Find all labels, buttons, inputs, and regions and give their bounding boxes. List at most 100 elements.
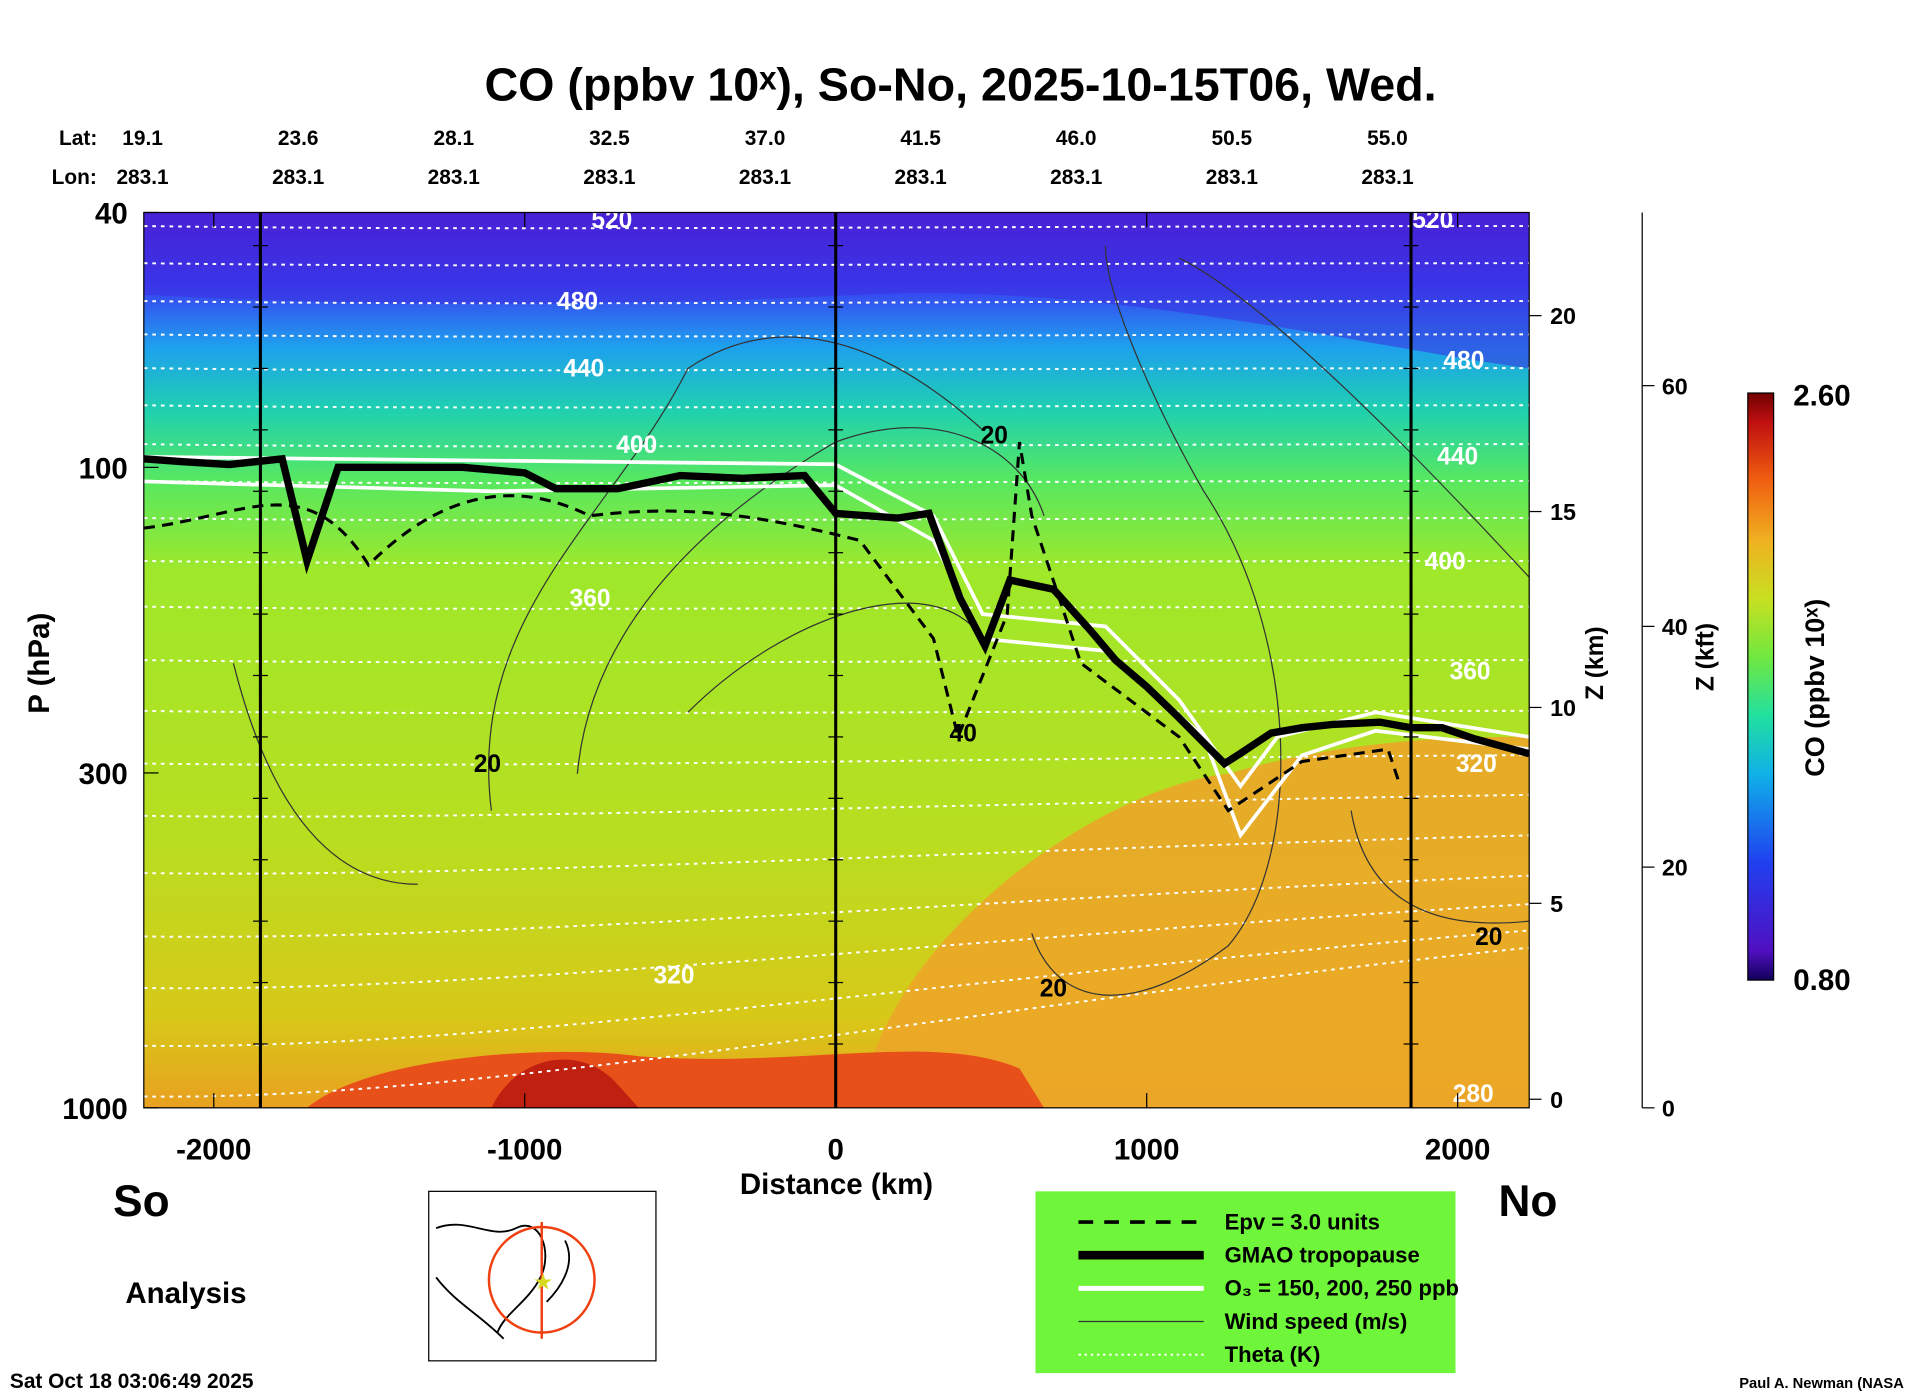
section-vertical-lines: [253, 212, 1419, 1108]
zkm-tick-label: 5: [1550, 891, 1563, 917]
co-field-orange-region: [859, 736, 1530, 1108]
map-center-star-icon: ★: [534, 1271, 552, 1293]
theta-contour: [143, 367, 1530, 372]
zkm-tick-label: 20: [1550, 303, 1576, 329]
wind-contour: [232, 663, 418, 885]
lat-value: 41.5: [900, 127, 941, 150]
chart-title: CO (ppbv 10ˣ), So-No, 2025-10-15T06, Wed…: [484, 59, 1436, 111]
gmao-tropopause-line: [143, 454, 1530, 769]
theta-contour: [143, 946, 1530, 1098]
theta-contour: [143, 793, 1530, 818]
lat-value: 37.0: [745, 127, 786, 150]
theta-contour: [143, 517, 1530, 522]
colorbar: [1747, 392, 1775, 981]
theta-label: 440: [1437, 444, 1478, 471]
zkft-tick-label: 60: [1662, 373, 1688, 399]
theta-contour: [143, 754, 1530, 766]
theta-label: 520: [591, 207, 632, 234]
theta-label: 320: [654, 962, 695, 989]
lon-value: 283.1: [1050, 166, 1103, 189]
epv-contour: [143, 441, 1402, 813]
locator-map: ★: [428, 1190, 657, 1362]
y-tick-label: 100: [79, 452, 128, 485]
theta-contours: [143, 225, 1530, 1098]
theta-contour: [143, 929, 1530, 1047]
theta-contour: [143, 404, 1530, 409]
theta-label: 400: [616, 432, 657, 459]
plot-area: 520480440400360320520480440400360320280 …: [143, 207, 1530, 1108]
co-field-surface-darkred: [491, 1059, 639, 1108]
legend-item-wind: Wind speed (m/s): [1225, 1309, 1408, 1334]
lon-value: 283.1: [583, 166, 636, 189]
north-label: No: [1498, 1177, 1557, 1226]
legend-item-epv: Epv = 3.0 units: [1225, 1209, 1380, 1234]
zkm-tick-label: 0: [1550, 1087, 1563, 1113]
wind-speed-label: 40: [950, 721, 977, 748]
theta-contour: [143, 479, 1530, 485]
x-tick-label: -2000: [176, 1133, 251, 1166]
lat-label: Lat:: [59, 127, 97, 150]
timestamp: Sat Oct 18 03:06:49 2025: [10, 1370, 254, 1393]
legend-item-theta: Theta (K): [1225, 1342, 1321, 1367]
lon-value: 283.1: [1361, 166, 1414, 189]
lat-value: 32.5: [589, 127, 630, 150]
legend-item-ozone: O₃ = 150, 200, 250 ppb: [1225, 1276, 1459, 1301]
zkft-tick-label: 40: [1662, 614, 1688, 640]
colorbar-label: CO (ppbv 10ˣ): [1800, 599, 1830, 777]
theta-contour: [143, 834, 1530, 875]
zkft-tick-label: 0: [1662, 1095, 1675, 1121]
lon-value: 283.1: [116, 166, 169, 189]
legend: Epv = 3.0 units GMAO tropopause O₃ = 150…: [1035, 1191, 1459, 1374]
legend-item-tropopause: GMAO tropopause: [1225, 1243, 1420, 1268]
lon-value: 283.1: [1206, 166, 1259, 189]
zkft-tick-label: 20: [1662, 855, 1688, 881]
lat-value: 46.0: [1056, 127, 1097, 150]
theta-label: 400: [1425, 549, 1466, 576]
theta-contour: [143, 262, 1530, 267]
wind-speed-label: 20: [981, 423, 1008, 450]
wind-speed-label: 20: [1040, 976, 1067, 1003]
x-tick-label: 0: [828, 1133, 844, 1166]
y-tick-label: 40: [95, 198, 128, 231]
lon-value: 283.1: [895, 166, 948, 189]
theta-labels: 520 480 440 400 360 320 520 480 440 400 360 320 280: [557, 207, 1497, 1107]
x-axis-label: Distance (km): [740, 1168, 933, 1201]
south-label: So: [113, 1177, 169, 1226]
colorbar-max-label: 2.60: [1793, 379, 1850, 412]
theta-contour: [143, 659, 1530, 664]
lon-value: 283.1: [428, 166, 481, 189]
theta-contour: [143, 443, 1530, 448]
x-tick-label: 1000: [1114, 1133, 1180, 1166]
z-kft-axis: 0 20 40 60: [1641, 212, 1688, 1121]
co-field-surface-red: [307, 1051, 1045, 1108]
theta-contour: [143, 333, 1530, 338]
theta-contour: [143, 903, 1530, 990]
lat-lon-header: Lat: Lon: 19.1 283.1 23.6 283.1 28.1 283.1 32.…: [52, 127, 1414, 189]
theta-label: 520: [1412, 207, 1453, 234]
lat-value: 19.1: [122, 127, 163, 150]
wind-contour: [1178, 257, 1530, 578]
lon-value: 283.1: [739, 166, 792, 189]
z-km-axis-label: Z (km): [1582, 626, 1609, 700]
theta-label: 360: [1450, 659, 1491, 686]
theta-contour: [143, 605, 1530, 610]
wind-contour: [1031, 245, 1282, 996]
lon-value: 283.1: [272, 166, 325, 189]
theta-label: 360: [570, 586, 611, 613]
y-axis-label: P (hPa): [23, 613, 56, 714]
theta-contour: [143, 300, 1530, 305]
theta-contour: [143, 709, 1530, 715]
wind-speed-label: 20: [474, 751, 501, 778]
x-axis: -2000 -1000 0 1000 2000: [176, 212, 1490, 1166]
theta-label: 320: [1456, 751, 1497, 778]
zkm-tick-label: 10: [1550, 695, 1576, 721]
lat-value: 55.0: [1367, 127, 1408, 150]
lat-value: 50.5: [1212, 127, 1253, 150]
y-tick-label: 300: [79, 758, 128, 791]
theta-contour: [143, 874, 1530, 938]
x-tick-label: -1000: [487, 1133, 562, 1166]
lon-label: Lon:: [52, 166, 97, 189]
wind-contour: [1350, 810, 1530, 924]
lat-value: 23.6: [278, 127, 319, 150]
